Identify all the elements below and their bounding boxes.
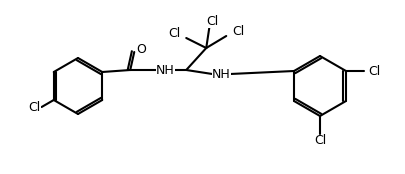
Text: Cl: Cl — [313, 135, 325, 148]
Text: NH: NH — [156, 64, 174, 77]
Text: Cl: Cl — [367, 65, 379, 77]
Text: O: O — [136, 42, 146, 56]
Text: Cl: Cl — [168, 26, 180, 39]
Text: Cl: Cl — [232, 25, 244, 38]
Text: Cl: Cl — [28, 101, 40, 113]
Text: Cl: Cl — [206, 14, 218, 27]
Text: NH: NH — [211, 68, 230, 81]
